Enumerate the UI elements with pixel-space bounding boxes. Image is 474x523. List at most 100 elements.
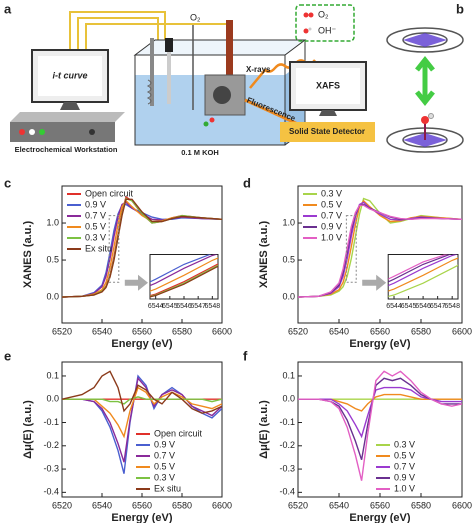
oxygen (421, 116, 429, 124)
window (213, 86, 231, 104)
legend-label: 0.3 V (154, 472, 175, 482)
x-tick-label: 6540 (329, 326, 349, 336)
x-tick-label: 6540 (329, 500, 349, 510)
x-tick-label: 6600 (452, 500, 472, 510)
beam-label: X-rays (246, 65, 271, 74)
knob (29, 129, 35, 135)
y-tick-label: 1.0 (282, 217, 295, 227)
detector-label: Solid State Detector (289, 127, 365, 136)
zoom-arrow (124, 274, 148, 291)
zoom-arrow (362, 274, 387, 291)
y-axis-label: Δμ(E) (a.u.) (22, 400, 34, 459)
y-tick-label: -0.2 (279, 440, 295, 450)
x-tick-label: 6580 (411, 326, 431, 336)
legend-label: 0.5 V (394, 450, 415, 460)
electrode (167, 52, 171, 104)
inset-tick-label: 6548 (205, 303, 221, 310)
y-tick-label: -0.1 (279, 417, 295, 427)
legend-label: 0.5 V (321, 199, 342, 209)
inset-tick-label: 6545 (401, 303, 417, 310)
legend-label: 0.9 V (154, 439, 175, 449)
metal-center (403, 33, 447, 47)
legend-label: 0.3 V (321, 188, 342, 198)
x-axis-label: Energy (eV) (111, 512, 172, 523)
oh-icon (308, 27, 312, 31)
x-tick-label: 6540 (92, 326, 112, 336)
legend-label: Open circuit (85, 188, 134, 198)
inset-tick-label: 6547 (190, 303, 206, 310)
x-tick-label: 6520 (288, 500, 308, 510)
working-electrode (226, 20, 233, 80)
legend-label: 0.7 V (154, 450, 175, 460)
fluorescence-beam (244, 98, 301, 127)
x-tick-label: 6580 (172, 326, 192, 336)
x-axis-label: Energy (eV) (349, 512, 410, 523)
knob (39, 129, 45, 135)
y-tick-label: 1.0 (46, 217, 59, 227)
schematic: a b i-t curve Electrochemical Workstatio… (4, 1, 464, 157)
series-line (298, 370, 462, 481)
legend-label: 1.0 V (394, 483, 415, 493)
legend-label: Ex situ (154, 483, 181, 493)
x-tick-label: 6600 (212, 500, 232, 510)
screen (296, 68, 360, 104)
panel-label: e (4, 348, 11, 363)
screen (38, 56, 102, 96)
hydrogen (428, 113, 434, 119)
panel-label: d (243, 175, 251, 190)
gas-label: O₂ (190, 12, 201, 22)
bubble (203, 121, 209, 127)
y-tick-label: 0.5 (282, 254, 295, 264)
zoom-region (108, 215, 120, 283)
knob (19, 129, 25, 135)
y-tick-label: 0.1 (282, 370, 295, 380)
beaker-top (133, 39, 307, 56)
series-line (298, 386, 462, 439)
x-tick-label: 6580 (172, 500, 192, 510)
y-tick-label: -0.2 (43, 440, 59, 450)
electrode (150, 38, 154, 106)
x-tick-label: 6520 (288, 326, 308, 336)
inset-tick-label: 6546 (176, 303, 192, 310)
inset-tick-label: 6546 (415, 303, 431, 310)
inset-tick-label: 6545 (162, 303, 178, 310)
caption: Electrochemical Workstation (15, 145, 118, 154)
y-tick-label: -0.3 (43, 463, 59, 473)
series-line (298, 204, 462, 298)
x-tick-label: 6560 (132, 326, 152, 336)
legend-label: 0.5 V (154, 461, 175, 471)
series-line (62, 198, 222, 298)
x-tick-label: 6600 (212, 326, 232, 336)
detector (280, 122, 375, 142)
o2-icon (308, 12, 314, 18)
y-axis-label: XANES (a.u.) (22, 221, 34, 289)
screen-text: XAFS (316, 80, 340, 90)
x-tick-label: 6560 (370, 326, 390, 336)
legend-label: 0.3 V (394, 439, 415, 449)
inset-tick-label: 6547 (430, 303, 446, 310)
series-line (62, 396, 222, 405)
y-axis-label: XANES (a.u.) (258, 221, 270, 289)
y-tick-label: 0.5 (46, 254, 59, 264)
y-tick-label: -0.4 (279, 487, 295, 497)
legend-label: 0.9 V (321, 221, 342, 231)
screen-text: i-t curve (52, 70, 87, 80)
x-axis-label: Energy (eV) (111, 338, 172, 350)
y-tick-label: 0.0 (282, 291, 295, 301)
knob (89, 129, 95, 135)
electrode-cap (165, 38, 173, 52)
legend-text: O₂ (318, 9, 329, 19)
coil (146, 79, 152, 105)
x-tick-label: 6560 (132, 500, 152, 510)
inset-tick-label: 6548 (444, 303, 460, 310)
x-tick-label: 6580 (411, 500, 431, 510)
legend-label: 0.7 V (85, 210, 106, 220)
y-tick-label: 0.0 (46, 394, 59, 404)
legend-label: 1.0 V (321, 232, 342, 242)
legend-label: 0.9 V (394, 472, 415, 482)
bubble (209, 117, 215, 123)
stand (319, 110, 337, 116)
panel-label: c (4, 175, 11, 190)
o2-icon (303, 12, 309, 18)
